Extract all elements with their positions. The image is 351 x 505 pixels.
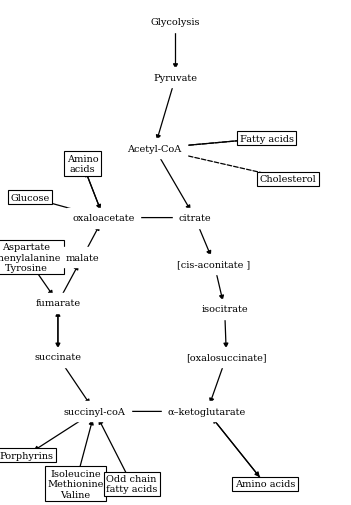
Text: succinyl-coA: succinyl-coA — [64, 407, 126, 416]
Text: succinate: succinate — [34, 352, 81, 362]
Text: Fatty acids: Fatty acids — [240, 134, 294, 143]
Text: Aspartate
Phenylalanine
Tyrosine: Aspartate Phenylalanine Tyrosine — [0, 243, 61, 272]
Text: [cis-aconitate ]: [cis-aconitate ] — [178, 260, 251, 269]
Text: [oxalosuccinate]: [oxalosuccinate] — [186, 352, 267, 362]
Text: citrate: citrate — [179, 214, 211, 223]
Text: Pyruvate: Pyruvate — [153, 74, 198, 83]
Text: Porphyrins: Porphyrins — [0, 451, 53, 460]
Text: Acetyl-CoA: Acetyl-CoA — [127, 144, 181, 154]
Text: α–ketoglutarate: α–ketoglutarate — [168, 407, 246, 416]
Text: Glucose: Glucose — [10, 193, 49, 203]
Text: Glycolysis: Glycolysis — [151, 18, 200, 27]
Text: Cholesterol: Cholesterol — [259, 175, 316, 184]
Text: malate: malate — [66, 253, 99, 262]
Text: Isoleucine
Methionine
Valine: Isoleucine Methionine Valine — [47, 469, 104, 498]
Text: fumarate: fumarate — [35, 298, 80, 308]
Text: Amino acids: Amino acids — [235, 479, 295, 488]
Text: Amino
acids: Amino acids — [67, 155, 98, 174]
Text: oxaloacetate: oxaloacetate — [72, 214, 135, 223]
Text: isocitrate: isocitrate — [201, 305, 248, 314]
Text: Odd chain
fatty acids: Odd chain fatty acids — [106, 474, 157, 493]
